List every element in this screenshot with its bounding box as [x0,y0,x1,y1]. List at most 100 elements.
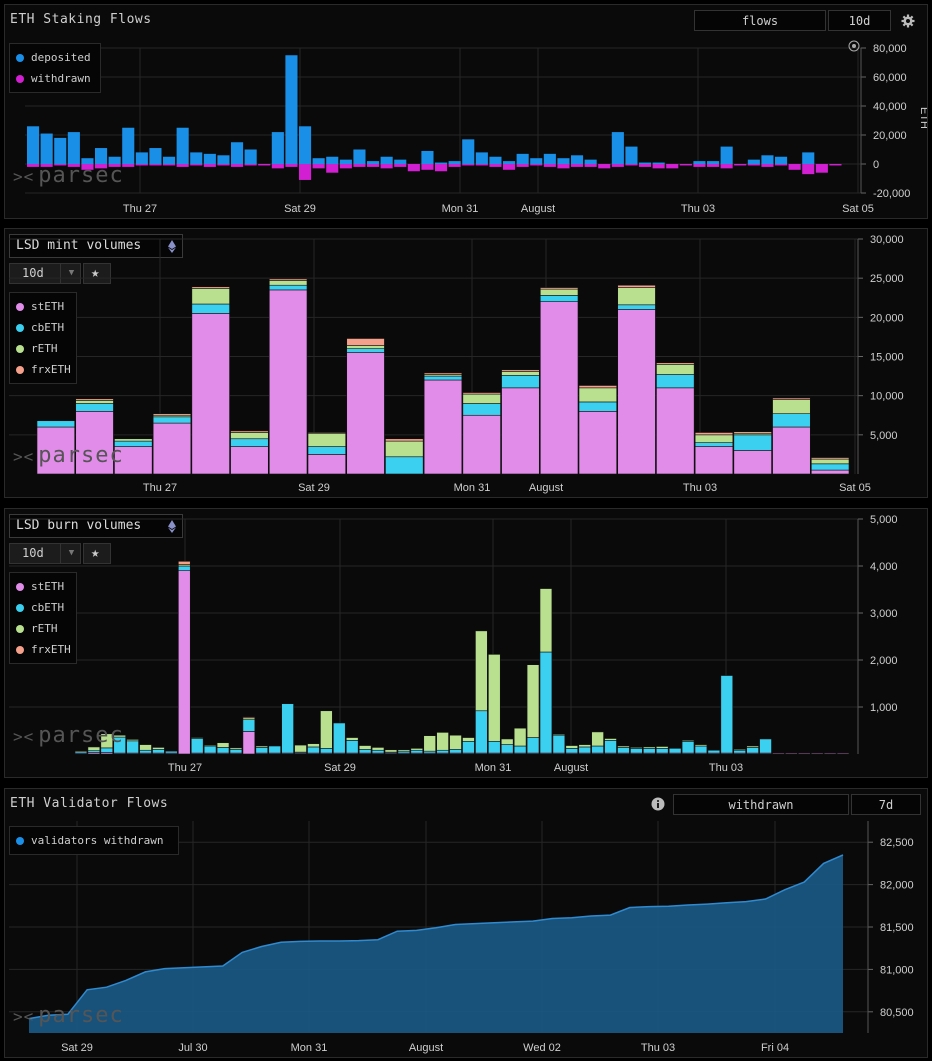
flows-dropdown[interactable]: flows [694,10,826,31]
bar-cbETH [526,737,540,754]
bar-stETH [772,752,785,755]
bar-cbETH [539,295,579,302]
bar-stETH [823,752,837,755]
gear-icon[interactable] [901,14,915,28]
bar-cbETH [630,748,643,754]
legend-label: frxETH [31,363,71,376]
bar-rETH [578,387,618,403]
bar-withdrawn [679,164,692,166]
bar-withdrawn [503,164,516,170]
info-icon[interactable] [651,797,665,811]
bar-withdrawn [299,164,312,180]
bar-stETH [836,752,850,755]
legend-item-reth[interactable]: rETH [16,338,70,359]
y-tick-label: 1,000 [870,702,898,714]
bar-deposited [203,153,216,164]
bar-deposited [475,152,488,164]
bar-cbETH [36,420,76,428]
legend-item-deposited[interactable]: deposited [16,47,94,68]
bar-rETH [578,744,591,748]
favorite-button[interactable]: ★ [83,263,111,284]
period-dropdown[interactable]: 10d [828,10,891,31]
bar-rETH [681,740,695,742]
period-label: 10d [22,266,44,280]
period-select[interactable]: 10d ▼ [9,263,81,284]
bar-deposited [802,152,815,164]
burn-title-selector[interactable]: LSD burn volumes [9,514,183,538]
mint-title-selector[interactable]: LSD mint volumes [9,234,183,258]
bar-rETH [810,458,850,465]
legend-label: stETH [31,300,65,313]
legend-label: rETH [31,342,58,355]
bar-deposited [747,159,760,164]
legend-item-frxeth[interactable]: frxETH [16,639,71,660]
bar-withdrawn [720,164,733,169]
bar-withdrawn [693,164,706,167]
bar-deposited [421,150,434,164]
bar-cbETH [720,675,734,754]
legend-item-cbeth[interactable]: cbETH [16,597,70,618]
legend-item-reth[interactable]: rETH [16,618,70,639]
bar-withdrawn [530,164,543,166]
legend-item-cbeth[interactable]: cbETH [16,317,70,338]
bar-frxETH [268,278,308,281]
bar-withdrawn [367,164,380,167]
bar-deposited [326,156,339,164]
bar-deposited [530,158,543,164]
panel-title: ETH Validator Flows [10,796,169,811]
legend-item-withdrawn[interactable]: withdrawn [16,68,94,89]
legend-item-steth[interactable]: stETH [16,296,70,317]
bar-stETH [772,426,811,475]
bar-rETH [410,748,424,751]
bar-cbETH [75,403,114,412]
x-tick-label: Mon 31 [454,482,491,494]
bar-cbETH [216,747,230,754]
bar-withdrawn [775,164,788,166]
bar-rETH [114,438,153,442]
reset-zoom-icon[interactable] [848,40,860,52]
bar-withdrawn [584,164,597,167]
bar-withdrawn [734,164,747,166]
y-tick-label: 4,000 [870,561,898,573]
bar-cbETH [230,438,269,447]
bar-withdrawn [571,164,584,167]
bar-deposited [462,139,475,164]
bar-rETH [152,747,165,750]
bar-cbETH [385,456,424,475]
bar-deposited [27,126,40,164]
legend-item-steth[interactable]: stETH [16,576,70,597]
bar-cbETH [552,734,566,754]
bar-cbETH [436,749,449,754]
bar-deposited [40,133,53,164]
bar-rETH [552,733,566,736]
bar-deposited [639,162,652,164]
bar-rETH [345,737,359,741]
bar-rETH [539,588,553,653]
bar-stETH [501,387,540,475]
y-tick-label: 80,500 [880,1007,914,1019]
bar-withdrawn [258,164,271,166]
legend-item-validators-withdrawn[interactable]: validators withdrawn [16,830,172,851]
bar-rETH [385,440,424,458]
bar-cbETH [488,741,501,754]
period-dropdown[interactable]: 7d [851,794,921,815]
bar-deposited [394,159,407,164]
bar-deposited [353,149,366,164]
bar-rETH [501,371,540,376]
bar-cbETH [694,745,708,754]
favorite-button[interactable]: ★ [83,543,111,564]
x-tick-label: Thu 27 [123,203,157,215]
bar-deposited [775,156,788,164]
x-tick-label: Sat 05 [839,482,871,494]
bar-cbETH [320,748,333,754]
bar-rETH [565,745,579,749]
bar-deposited [693,161,706,164]
bar-deposited [489,156,502,164]
flows-dropdown[interactable]: withdrawn [673,794,849,815]
bar-cbETH [656,374,695,389]
period-select[interactable]: 10d ▼ [9,543,81,564]
bar-withdrawn [380,164,393,169]
bar-cbETH [165,750,178,754]
x-tick-label: Thu 27 [168,762,202,774]
legend-item-frxeth[interactable]: frxETH [16,359,71,380]
